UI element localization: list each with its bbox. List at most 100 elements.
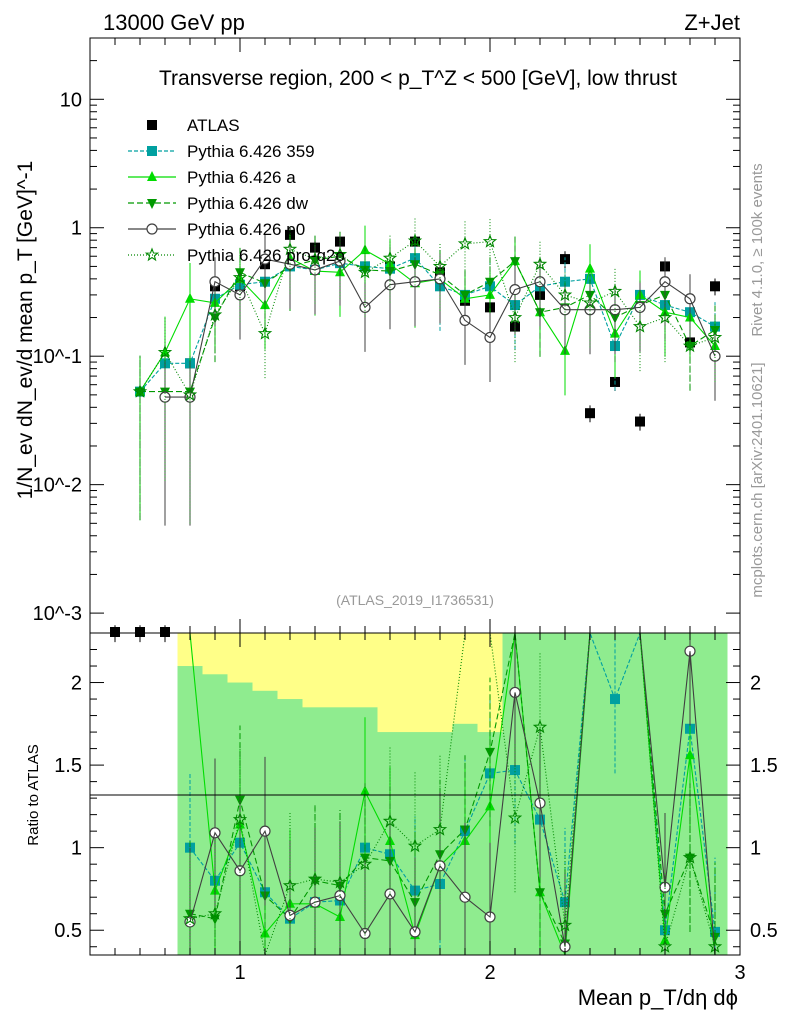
legend-label: Pythia 6.426 dw xyxy=(187,194,309,213)
legend-item: Pythia 6.426 p0 xyxy=(128,220,305,239)
legend-marker xyxy=(144,247,160,262)
ratio-point xyxy=(232,812,248,826)
x-tick-label: 2 xyxy=(484,962,495,984)
ratio-point xyxy=(357,856,373,871)
ratio-tick-label-right: 0.5 xyxy=(750,920,778,942)
data-point xyxy=(157,344,173,359)
y-axis-label: 1/N_ev dN_ev/d mean p_T [GeV]^-1 xyxy=(14,161,37,500)
ratio-band-green xyxy=(577,633,603,955)
data-point xyxy=(682,338,698,353)
legend-label: Pythia 6.426 359 xyxy=(187,142,315,161)
legend-item: Pythia 6.426 pro-q2o xyxy=(128,246,345,265)
series-1 xyxy=(135,233,720,521)
y-tick-label: 1 xyxy=(71,218,82,240)
data-point xyxy=(232,269,248,284)
ratio-point xyxy=(557,917,573,932)
legend-marker xyxy=(147,120,157,130)
ratio-point xyxy=(532,719,548,734)
series-line xyxy=(140,255,716,393)
ratio-point xyxy=(332,874,348,889)
y-tick-label: 10^-1 xyxy=(33,346,82,368)
x-axis: 1 2 3 xyxy=(89,38,746,984)
series-line xyxy=(139,249,716,392)
legend-marker xyxy=(147,171,157,181)
data-point xyxy=(332,246,348,261)
ratio-point xyxy=(382,813,398,828)
data-point xyxy=(710,281,720,292)
data-point xyxy=(182,387,198,401)
data-point xyxy=(185,292,195,303)
legend-label: Pythia 6.426 pro-q2o xyxy=(187,246,345,265)
legend-item: Pythia 6.426 a xyxy=(128,168,296,187)
ratio-band-green xyxy=(627,633,653,955)
ratio-point xyxy=(282,878,298,892)
ratio-line xyxy=(189,632,716,932)
legend-label: ATLAS xyxy=(187,116,240,135)
y-tick-label: 10 xyxy=(60,89,82,111)
ratio-tick-label-right: 2 xyxy=(750,673,761,695)
ratio-series-4 xyxy=(182,632,723,958)
legend-item: Pythia 6.426 dw xyxy=(128,194,309,213)
ratio-tick-label-right: 1 xyxy=(750,838,761,860)
data-point xyxy=(257,326,273,340)
data-point xyxy=(457,236,473,250)
ratio-tick-label: 1.5 xyxy=(54,755,82,777)
ratio-point xyxy=(207,906,223,920)
chart-title: Transverse region, 200 < p_T^Z < 500 [Ge… xyxy=(159,67,677,90)
legend-item: ATLAS xyxy=(147,116,240,135)
ratio-point xyxy=(685,749,695,760)
watermark: (ATLAS_2019_I1736531) xyxy=(336,592,494,608)
series-line xyxy=(139,240,716,397)
main-data-layer xyxy=(110,216,723,643)
x-tick-label: 1 xyxy=(234,962,245,984)
data-point xyxy=(585,408,595,419)
ratio-point xyxy=(682,850,698,864)
ratio-point xyxy=(507,810,523,825)
legend-label: Pythia 6.426 p0 xyxy=(187,220,305,239)
legend-marker xyxy=(146,223,158,235)
data-point xyxy=(482,234,498,248)
series-line xyxy=(139,257,716,392)
ratio-tick-label: 0.5 xyxy=(54,920,82,942)
data-point xyxy=(382,250,398,265)
ratio-point xyxy=(182,911,198,925)
series-3 xyxy=(135,231,720,521)
series-4 xyxy=(159,234,721,526)
ratio-tick-label: 1 xyxy=(71,838,82,860)
energy-label: 13000 GeV pp xyxy=(103,10,245,35)
ratio-point xyxy=(407,838,423,853)
ratio-tick-label: 2 xyxy=(71,673,82,695)
data-point xyxy=(357,264,373,279)
ratio-y-axis: 2 2 1.5 1.5 1 1 0.5 0.5 xyxy=(54,649,778,948)
legend-label: Pythia 6.426 a xyxy=(187,168,296,187)
ratio-panel: 2 2 1.5 1.5 1 1 0.5 0.5 xyxy=(54,632,778,958)
x-tick-label: 3 xyxy=(734,962,745,984)
ratio-y-axis-label: Ratio to ATLAS xyxy=(25,744,42,845)
ratio-tick-label-right: 1.5 xyxy=(750,755,778,777)
data-point xyxy=(282,241,298,256)
ratio-point xyxy=(307,871,323,886)
legend-marker xyxy=(147,146,157,156)
data-point xyxy=(635,416,645,427)
data-point xyxy=(557,287,573,302)
mcplots-label: mcplots.cern.ch [arXiv:2401.10621] xyxy=(749,362,766,597)
rivet-label: Rivet 4.1.0, ≥ 100k events xyxy=(749,163,766,336)
ratio-point xyxy=(710,932,720,943)
series-line xyxy=(165,258,716,398)
process-label: Z+Jet xyxy=(684,10,740,35)
legend-item: Pythia 6.426 359 xyxy=(128,142,315,161)
data-point xyxy=(607,283,623,298)
data-point xyxy=(707,329,723,344)
main-y-axis: 10^-3 10^-2 10^-1 1 10 xyxy=(33,37,740,625)
data-point xyxy=(132,384,148,398)
x-axis-label: Mean p_T/dη dϕ xyxy=(578,985,738,1010)
main-panel: 10^-3 10^-2 10^-1 1 10 Transverse region, 20… xyxy=(33,37,741,643)
series-5 xyxy=(132,216,723,524)
ratio-band-green xyxy=(702,633,728,955)
y-tick-label: 10^-3 xyxy=(33,603,82,625)
data-point xyxy=(207,307,223,321)
data-point xyxy=(407,233,423,247)
y-tick-label: 10^-2 xyxy=(33,475,82,497)
legend: ATLAS Pythia 6.426 359 Pythia 6.426 a Pythi… xyxy=(128,116,345,265)
